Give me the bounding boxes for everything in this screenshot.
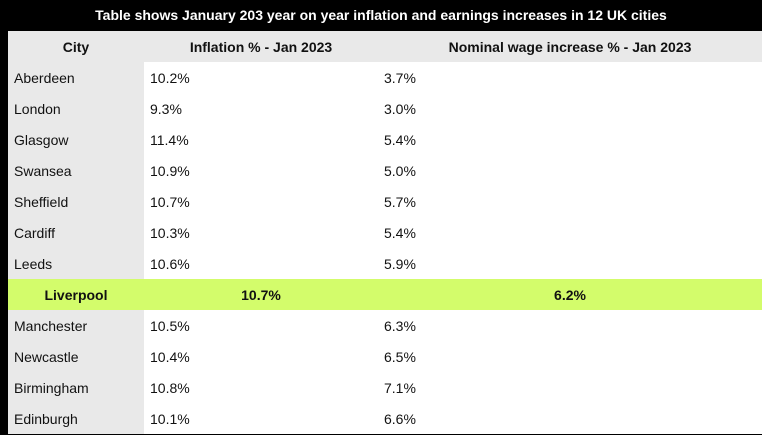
- wage-cell: 5.4%: [378, 124, 762, 155]
- table-row: Glasgow 11.4% 5.4%: [8, 124, 762, 155]
- inflation-cell: 10.7%: [144, 186, 378, 217]
- city-cell: Liverpool: [8, 279, 144, 310]
- wage-cell: 6.2%: [378, 279, 762, 310]
- table-row: Sheffield 10.7% 5.7%: [8, 186, 762, 217]
- table-title: Table shows January 203 year on year inf…: [95, 7, 667, 23]
- header-city: City: [8, 31, 144, 62]
- inflation-cell: 9.3%: [144, 93, 378, 124]
- wage-cell: 6.6%: [378, 403, 762, 434]
- city-cell: Edinburgh: [8, 403, 144, 434]
- city-cell: Sheffield: [8, 186, 144, 217]
- inflation-cell: 10.2%: [144, 62, 378, 93]
- city-cell: Manchester: [8, 310, 144, 341]
- wage-cell: 5.0%: [378, 155, 762, 186]
- inflation-cell: 10.4%: [144, 341, 378, 372]
- city-cell: Glasgow: [8, 124, 144, 155]
- inflation-cell: 10.8%: [144, 372, 378, 403]
- table-row-highlighted: Liverpool 10.7% 6.2%: [8, 279, 762, 310]
- wage-cell: 5.4%: [378, 217, 762, 248]
- inflation-cell: 10.6%: [144, 248, 378, 279]
- table-row: Birmingham 10.8% 7.1%: [8, 372, 762, 403]
- city-cell: Cardiff: [8, 217, 144, 248]
- inflation-cell: 10.7%: [144, 279, 378, 310]
- table-row: London 9.3% 3.0%: [8, 93, 762, 124]
- wage-cell: 3.0%: [378, 93, 762, 124]
- table-row: Swansea 10.9% 5.0%: [8, 155, 762, 186]
- city-cell: London: [8, 93, 144, 124]
- inflation-table: City Inflation % - Jan 2023 Nominal wage…: [8, 31, 762, 434]
- header-wage: Nominal wage increase % - Jan 2023: [378, 31, 762, 62]
- city-cell: Birmingham: [8, 372, 144, 403]
- city-cell: Swansea: [8, 155, 144, 186]
- city-cell: Leeds: [8, 248, 144, 279]
- inflation-cell: 10.3%: [144, 217, 378, 248]
- wage-cell: 7.1%: [378, 372, 762, 403]
- wage-cell: 6.5%: [378, 341, 762, 372]
- wage-cell: 6.3%: [378, 310, 762, 341]
- inflation-cell: 10.5%: [144, 310, 378, 341]
- table-row: Edinburgh 10.1% 6.6%: [8, 403, 762, 434]
- city-cell: Aberdeen: [8, 62, 144, 93]
- header-row: City Inflation % - Jan 2023 Nominal wage…: [8, 31, 762, 62]
- inflation-cell: 11.4%: [144, 124, 378, 155]
- table-row: Manchester 10.5% 6.3%: [8, 310, 762, 341]
- table-row: Aberdeen 10.2% 3.7%: [8, 62, 762, 93]
- inflation-cell: 10.9%: [144, 155, 378, 186]
- city-cell: Newcastle: [8, 341, 144, 372]
- table-row: Newcastle 10.4% 6.5%: [8, 341, 762, 372]
- table-row: Cardiff 10.3% 5.4%: [8, 217, 762, 248]
- table-row: Leeds 10.6% 5.9%: [8, 248, 762, 279]
- wage-cell: 5.9%: [378, 248, 762, 279]
- wage-cell: 3.7%: [378, 62, 762, 93]
- wage-cell: 5.7%: [378, 186, 762, 217]
- header-inflation: Inflation % - Jan 2023: [144, 31, 378, 62]
- inflation-cell: 10.1%: [144, 403, 378, 434]
